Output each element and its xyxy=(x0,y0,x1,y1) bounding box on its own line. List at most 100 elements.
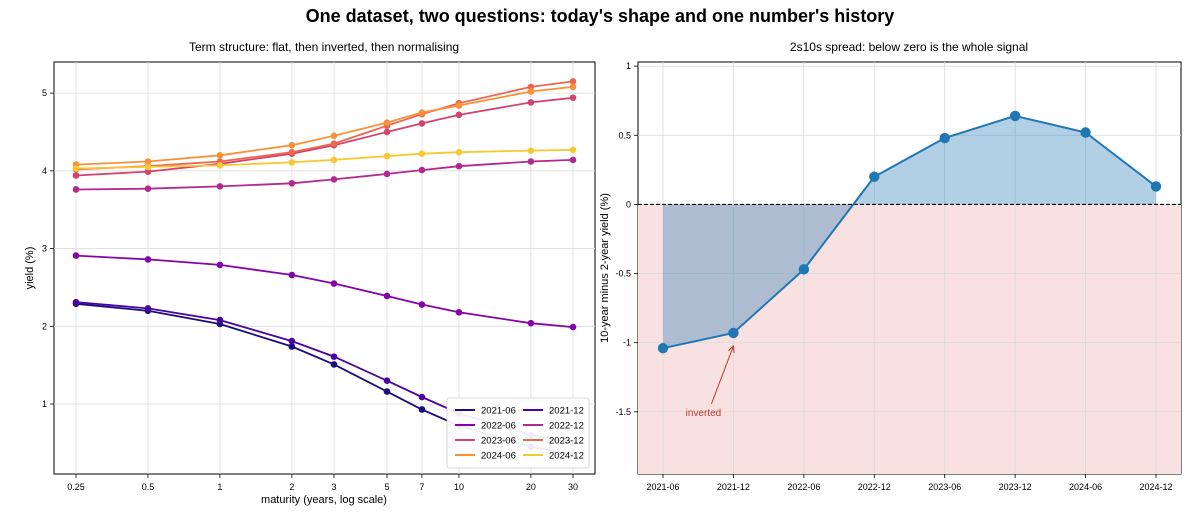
series-point-2024-06 xyxy=(288,141,296,149)
spread-point-2022-12 xyxy=(869,171,880,182)
left-y-tick-label: 1 xyxy=(42,399,47,409)
left-plot-frame xyxy=(53,61,596,475)
left-y-tick-label: 3 xyxy=(42,244,47,254)
series-point-2024-12 xyxy=(72,165,80,172)
series-point-2021-12 xyxy=(216,316,224,324)
series-point-2021-06 xyxy=(330,361,338,368)
series-point-2022-12 xyxy=(144,185,152,193)
right-gridlines: 2021-06 2021-12 2022-06 2022-12 2023-06 2023-… xyxy=(615,61,1181,492)
series-point-2023-06 xyxy=(455,111,463,119)
series-point-2023-06 xyxy=(418,120,426,127)
series-point-2023-12 xyxy=(288,148,296,156)
series-line-2024-12 xyxy=(75,148,574,170)
series-line-2022-06 xyxy=(75,254,574,328)
series-point-2022-12 xyxy=(527,158,535,165)
left-x-tick-label: 5 xyxy=(384,482,389,492)
series-point-2023-12 xyxy=(527,83,535,91)
series-point-2022-12 xyxy=(216,183,224,190)
right-x-tick-label: 2022-12 xyxy=(858,482,891,492)
left-x-tick-label: 1 xyxy=(217,482,222,492)
series-point-2024-12 xyxy=(418,150,426,158)
left-x-tick-label: 0.25 xyxy=(67,482,85,492)
right-y-tick-label: -1 xyxy=(623,338,631,348)
series-point-2024-12 xyxy=(330,156,338,164)
series-point-2022-06 xyxy=(569,323,577,331)
spread-point-2024-06 xyxy=(1080,127,1091,138)
series-point-2021-12 xyxy=(330,353,338,360)
series-point-2024-06 xyxy=(418,109,426,116)
legend-label-2024-06: 2024-06 xyxy=(481,451,516,462)
series-point-2024-06 xyxy=(330,132,338,140)
annotation-arrow-head xyxy=(728,344,735,353)
left-y-tick-label: 2 xyxy=(42,321,47,331)
annotation-arrow-line xyxy=(710,345,734,405)
right-y-tick-label: 0.5 xyxy=(618,130,631,140)
series-point-2022-12 xyxy=(455,162,463,170)
right-x-tick-label: 2024-12 xyxy=(1139,482,1172,492)
series-point-2024-06 xyxy=(455,102,463,109)
right-x-tick-label: 2023-12 xyxy=(999,482,1032,492)
left-chart-title: Term structure: flat, then inverted, the… xyxy=(189,40,459,54)
series-line-2023-06 xyxy=(75,96,574,177)
series-point-2021-12 xyxy=(144,305,152,312)
series-point-2021-06 xyxy=(383,388,391,395)
series-point-2022-12 xyxy=(569,156,577,164)
left-series-group xyxy=(72,78,577,458)
series-point-2024-12 xyxy=(455,148,463,156)
legend-label-2024-12: 2024-12 xyxy=(549,451,584,462)
left-x-tick-label: 30 xyxy=(568,482,578,492)
series-point-2021-06 xyxy=(418,406,426,413)
left-y-axis-label: yield (%) xyxy=(24,247,36,290)
spread-line xyxy=(662,114,1157,350)
series-point-2023-06 xyxy=(569,94,577,102)
series-point-2022-12 xyxy=(330,176,338,183)
spread-area-fill xyxy=(663,115,1156,349)
series-point-2022-06 xyxy=(383,292,391,300)
series-point-2022-06 xyxy=(418,301,426,308)
series-point-2024-12 xyxy=(383,152,391,160)
series-point-2024-06 xyxy=(527,88,535,95)
legend-label-2023-06: 2023-06 xyxy=(481,436,516,447)
series-point-2022-12 xyxy=(383,170,391,178)
series-point-2024-06 xyxy=(216,151,224,159)
right-y-tick-label: 1 xyxy=(626,61,631,71)
series-point-2024-12 xyxy=(569,146,577,154)
right-y-tick-label: 0 xyxy=(626,199,631,209)
left-legend: 2021-06 2021-12 2022-06 2022-12 2023-06 2023-… xyxy=(446,397,590,469)
series-point-2024-12 xyxy=(216,162,224,169)
series-line-2023-12 xyxy=(75,80,574,171)
series-point-2021-06 xyxy=(288,343,296,350)
right-chart-title: 2s10s spread: below zero is the whole si… xyxy=(790,40,1028,54)
series-point-2022-06 xyxy=(72,252,80,259)
spread-point-2024-12 xyxy=(1150,181,1162,192)
series-point-2022-06 xyxy=(330,280,338,287)
series-point-2021-12 xyxy=(383,377,391,385)
series-point-2024-12 xyxy=(288,158,296,166)
series-point-2024-06 xyxy=(144,158,152,165)
series-point-2022-06 xyxy=(455,309,463,316)
series-point-2023-06 xyxy=(383,128,391,136)
series-point-2023-06 xyxy=(72,172,80,179)
series-point-2022-12 xyxy=(418,166,426,174)
series-point-2022-06 xyxy=(527,319,535,327)
left-x-tick-label: 3 xyxy=(331,482,336,492)
legend-label-2022-06: 2022-06 xyxy=(481,421,516,432)
series-point-2023-12 xyxy=(330,140,338,147)
series-point-2022-06 xyxy=(216,261,224,269)
series-point-2023-06 xyxy=(527,99,535,106)
left-x-axis-label: maturity (years, log scale) xyxy=(261,494,387,506)
legend-box xyxy=(446,397,590,469)
left-x-tick-label: 7 xyxy=(419,482,424,492)
spread-point-2023-12 xyxy=(1009,110,1021,122)
series-point-2024-06 xyxy=(383,119,391,126)
legend-label-2023-12: 2023-12 xyxy=(549,436,584,447)
spread-point-2021-12 xyxy=(728,327,739,339)
right-x-tick-label: 2021-12 xyxy=(717,482,750,492)
legend-label-2021-12: 2021-12 xyxy=(549,406,584,417)
series-point-2021-12 xyxy=(72,298,80,306)
right-x-tick-label: 2023-06 xyxy=(928,482,961,492)
legend-label-2022-12: 2022-12 xyxy=(549,421,584,432)
left-y-tick-label: 4 xyxy=(42,166,47,176)
series-point-2022-12 xyxy=(288,179,296,187)
series-line-2022-12 xyxy=(75,159,574,191)
